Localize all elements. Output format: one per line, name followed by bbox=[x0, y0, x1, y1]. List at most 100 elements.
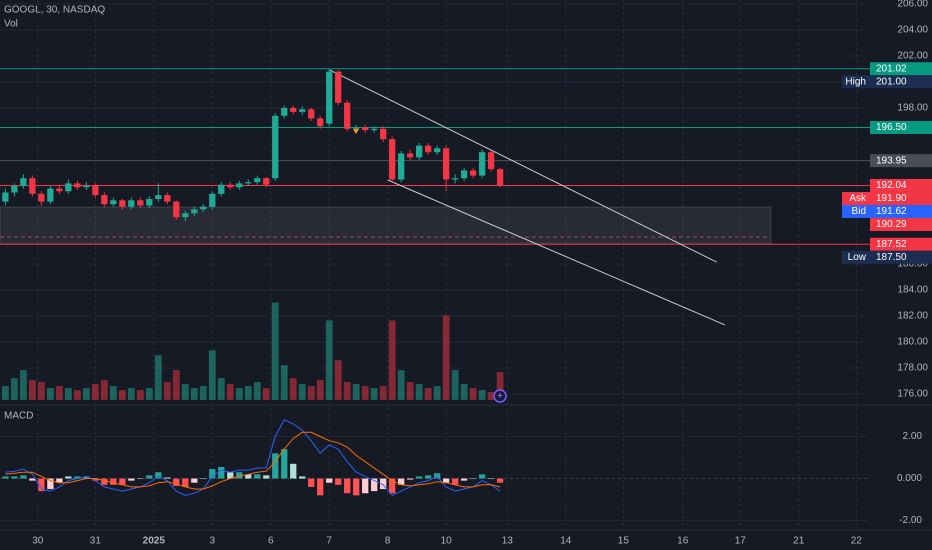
candle-body bbox=[101, 195, 108, 205]
price-tag-box bbox=[842, 191, 870, 205]
candle-body bbox=[344, 102, 351, 129]
volume-bar bbox=[28, 380, 36, 400]
candle-body bbox=[299, 109, 306, 112]
macd-histogram-bar bbox=[146, 475, 153, 479]
candle-body bbox=[263, 178, 270, 185]
x-tick-label: 17 bbox=[735, 536, 747, 547]
volume-bar bbox=[451, 370, 459, 400]
macd-histogram-bar bbox=[496, 478, 504, 483]
candle-body bbox=[326, 71, 333, 124]
candle-body bbox=[362, 127, 369, 131]
volume-bar bbox=[145, 388, 153, 400]
macd-histogram-bar bbox=[101, 478, 108, 485]
candle-body bbox=[434, 148, 441, 153]
candle-body bbox=[200, 206, 207, 210]
y-tick-label: 204.00 bbox=[897, 25, 928, 36]
macd-line bbox=[5, 419, 501, 496]
macd-histogram-bar bbox=[2, 476, 9, 479]
macd-histogram-bar bbox=[11, 476, 18, 479]
macd-histogram-bar bbox=[308, 478, 315, 487]
macd-histogram-bar bbox=[200, 478, 207, 480]
macd-histogram-bar bbox=[371, 478, 378, 492]
volume-bar bbox=[109, 386, 117, 400]
candle-body bbox=[380, 128, 387, 140]
macd-histogram-bar bbox=[451, 478, 459, 485]
volume-bar bbox=[217, 378, 225, 400]
macd-histogram-bar bbox=[119, 478, 126, 485]
price-label: 196.50 bbox=[876, 122, 907, 133]
candle-body bbox=[371, 128, 378, 131]
macd-histogram-bar bbox=[263, 475, 270, 479]
price-tag: Low bbox=[848, 252, 867, 263]
macd-histogram-bar bbox=[353, 478, 360, 496]
candle-body bbox=[353, 127, 360, 129]
macd-histogram-bar bbox=[92, 478, 99, 481]
y2-tick-label: 2.00 bbox=[903, 431, 923, 442]
candle-body bbox=[317, 118, 324, 127]
candle-body bbox=[290, 108, 297, 112]
x-tick-label: 3 bbox=[209, 536, 215, 547]
macd-histogram-bar bbox=[344, 478, 351, 494]
macd-histogram-bar bbox=[47, 478, 54, 490]
macd-histogram-bar bbox=[128, 478, 135, 481]
x-tick-label: 31 bbox=[90, 536, 102, 547]
macd-histogram-bar bbox=[326, 478, 333, 483]
volume-bar bbox=[388, 320, 396, 400]
macd-histogram-bar bbox=[155, 472, 162, 479]
y-tick-label: 198.00 bbox=[897, 103, 928, 114]
candle-body bbox=[92, 186, 99, 196]
candle-body bbox=[308, 109, 315, 119]
candle-body bbox=[407, 153, 414, 158]
macd-histogram-bar bbox=[317, 478, 324, 496]
candle-body bbox=[56, 188, 63, 192]
price-label: 193.95 bbox=[876, 155, 907, 166]
macd-histogram-bar bbox=[442, 478, 450, 483]
volume-bar bbox=[379, 386, 387, 400]
candle-body bbox=[478, 152, 486, 176]
candle-body bbox=[20, 178, 27, 186]
macd-label: MACD bbox=[4, 411, 33, 422]
candle-body bbox=[65, 183, 72, 192]
plot bbox=[0, 68, 932, 496]
candle-body bbox=[182, 213, 189, 218]
y-tick-label: 206.00 bbox=[897, 0, 928, 10]
volume-bar bbox=[325, 320, 333, 400]
price-label-box bbox=[870, 237, 932, 251]
candle-body bbox=[425, 145, 432, 153]
volume-bar bbox=[10, 378, 18, 400]
price-label: 201.00 bbox=[876, 76, 907, 87]
volume-bar bbox=[316, 380, 324, 400]
volume-bar bbox=[307, 386, 315, 400]
macd-histogram-bar bbox=[469, 478, 477, 480]
y2-tick-label: 0.000 bbox=[897, 473, 922, 484]
volume-bar bbox=[199, 386, 207, 400]
candle-body bbox=[47, 188, 54, 202]
candle-body bbox=[227, 184, 234, 188]
macd-histogram-bar bbox=[20, 475, 27, 479]
replay-icon[interactable] bbox=[493, 389, 507, 403]
x-tick-label: 6 bbox=[268, 536, 274, 547]
candle-body bbox=[2, 192, 9, 202]
trendline bbox=[387, 179, 726, 326]
price-tag: Ask bbox=[849, 193, 867, 204]
candle-body bbox=[335, 71, 342, 103]
candle-body bbox=[469, 170, 477, 176]
x-tick-label: 13 bbox=[502, 536, 514, 547]
volume-bar bbox=[406, 382, 414, 400]
volume-bar bbox=[496, 372, 504, 400]
candle-body bbox=[38, 193, 45, 202]
volume-bar bbox=[334, 360, 342, 400]
price-label: 191.62 bbox=[876, 206, 907, 217]
macd-histogram-bar bbox=[83, 476, 90, 479]
candle-body bbox=[272, 115, 279, 179]
price-tag: High bbox=[845, 76, 866, 87]
price-label-box bbox=[870, 204, 932, 218]
macd-histogram-bar bbox=[74, 476, 81, 479]
x-tick-label: 15 bbox=[618, 536, 630, 547]
volume-bar bbox=[73, 390, 81, 400]
price-tag-box bbox=[842, 75, 870, 89]
volume-bar bbox=[433, 386, 441, 400]
price-label-box bbox=[870, 217, 932, 231]
macd-histogram-bar bbox=[281, 449, 288, 479]
